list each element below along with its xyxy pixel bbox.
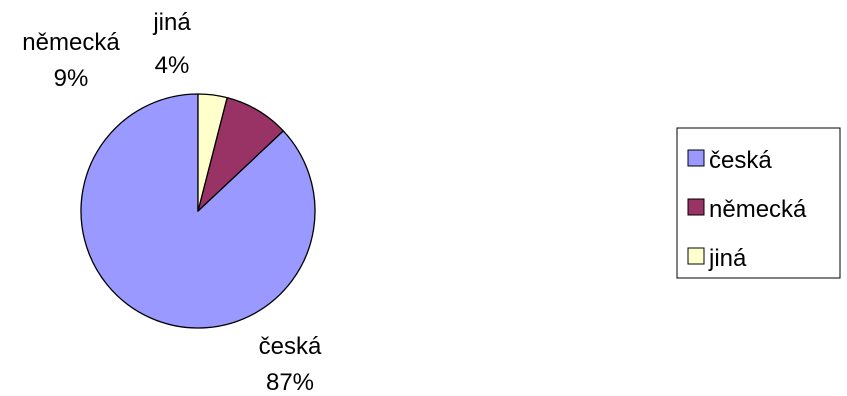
data-label-category-1: česká xyxy=(259,333,322,360)
pie-slices xyxy=(80,93,316,329)
data-label-category-3: jiná xyxy=(152,9,191,36)
legend-swatch-2 xyxy=(687,198,705,216)
legend-swatch-3 xyxy=(687,247,705,265)
data-label-value-2: 9% xyxy=(54,65,89,92)
legend-swatch-1 xyxy=(687,149,705,167)
data-label-value-3: 4% xyxy=(155,52,190,79)
data-labels: česká 87% německá 9% jiná 4% xyxy=(22,9,322,396)
data-label-value-1: 87% xyxy=(266,369,314,396)
legend-label-1: česká xyxy=(709,147,772,174)
legend-label-3: jiná xyxy=(708,245,747,272)
pie-slice-3 xyxy=(197,93,228,212)
legend-items: česká německá jiná xyxy=(687,147,807,272)
data-label-category-2: německá xyxy=(22,29,120,56)
legend-label-2: německá xyxy=(709,196,807,223)
legend: česká německá jiná xyxy=(676,127,841,279)
